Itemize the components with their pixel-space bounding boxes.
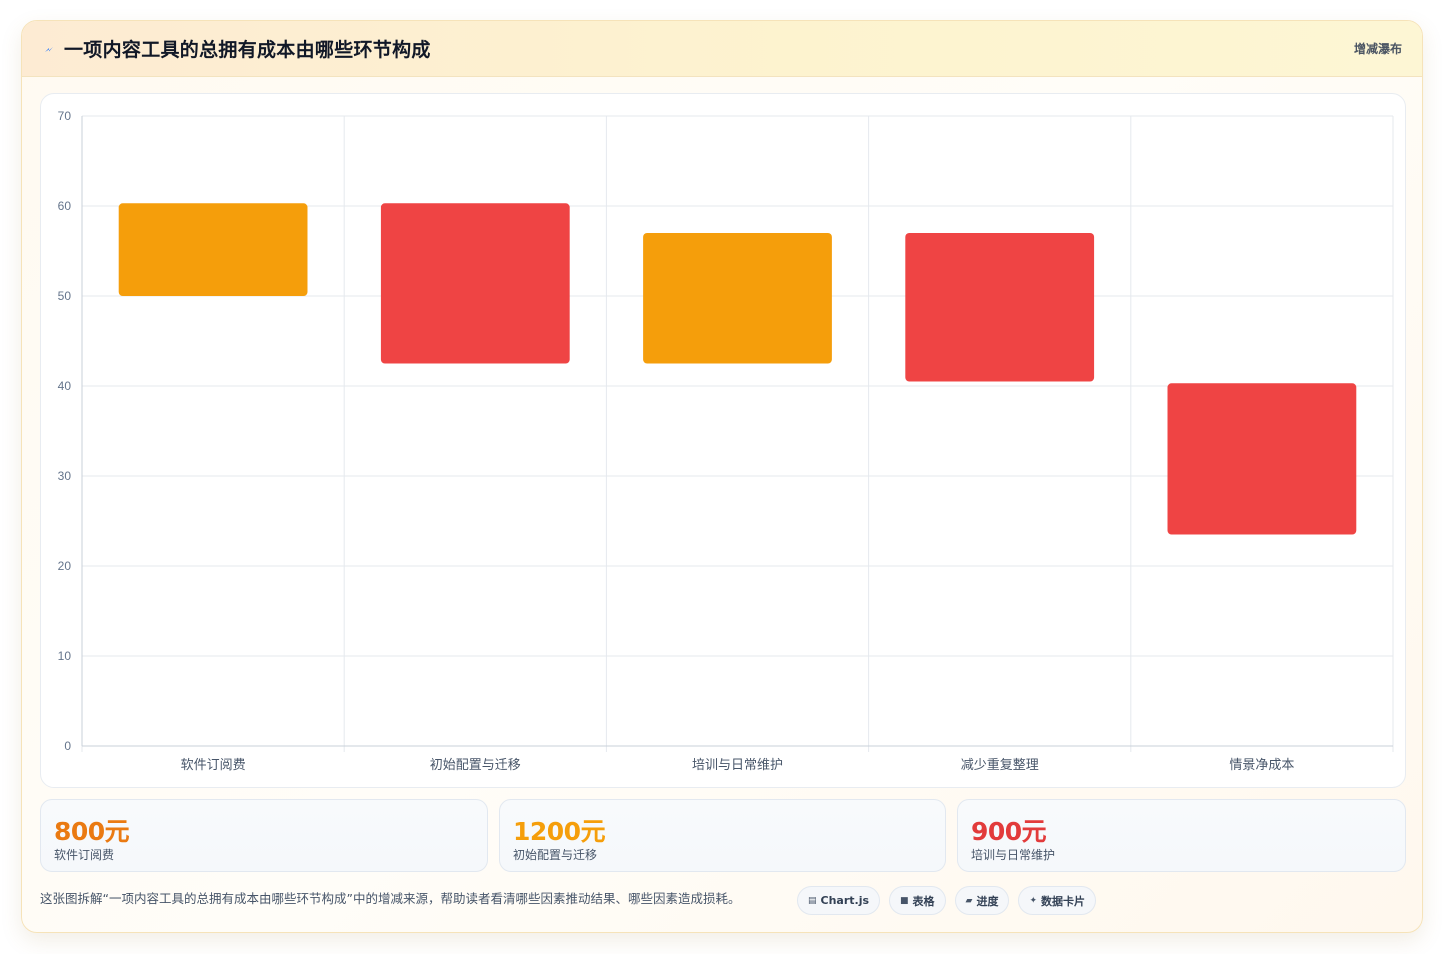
stat-label: 培训与日常维护 (971, 848, 1056, 862)
chart-description: 这张图拆解“一项内容工具的总拥有成本由哪些环节构成”中的增减来源，帮助读者看清哪… (40, 891, 741, 906)
stat-label: 软件订阅费 (54, 848, 115, 862)
y-tick-label: 20 (58, 559, 72, 573)
table-icon: ■ (900, 895, 909, 906)
chip-chartjs[interactable]: ▤ Chart.js (797, 886, 881, 915)
x-tick-label: 培训与日常维护 (692, 757, 783, 772)
y-tick-label: 40 (58, 379, 72, 393)
chart-title: 一项内容工具的总拥有成本由哪些环节构成 (64, 39, 431, 61)
waterfall-bar (905, 233, 1095, 382)
chip-label: Chart.js (820, 894, 870, 907)
chart-type-label: 增减瀑布 (1353, 42, 1402, 56)
chip-progress[interactable]: ▰ 进度 (954, 886, 1010, 915)
progress-icon: ▰ (965, 895, 973, 906)
x-tick-label: 情景净成本 (1229, 757, 1294, 772)
chip-data-cards[interactable]: ✦ 数据卡片 (1018, 886, 1097, 915)
waterfall-chart: 0 10 20 30 40 50 60 70 软件订阅费 初始配置与迁移 培训与日常维护 减少重复整理… (58, 109, 1394, 772)
waterfall-bar (643, 233, 832, 364)
y-tick-label: 30 (58, 469, 72, 483)
lightning-icon (45, 47, 53, 52)
x-tick-label: 减少重复整理 (961, 757, 1039, 772)
y-tick-label: 50 (58, 289, 72, 303)
chip-label: 进度 (976, 894, 999, 908)
stat-value: 800元 (54, 817, 130, 846)
y-tick-label: 70 (58, 109, 72, 123)
chart-icon: ▤ (808, 895, 817, 906)
y-tick-label: 0 (64, 739, 71, 753)
stat-card-1: 800元 软件订阅费 (40, 799, 488, 872)
feature-chips: ▤ Chart.js ■ 表格 ▰ 进度 ✦ 数据卡片 (797, 886, 1097, 915)
stat-value: 900元 (971, 817, 1047, 846)
chip-label: 表格 (912, 894, 935, 908)
card-header: 一项内容工具的总拥有成本由哪些环节构成 增减瀑布 (22, 21, 1422, 77)
waterfall-bar (380, 203, 570, 364)
x-tick-label: 初始配置与迁移 (430, 757, 521, 772)
y-tick-label: 10 (58, 649, 72, 663)
chip-label: 数据卡片 (1041, 894, 1086, 908)
y-tick-label: 60 (58, 199, 72, 213)
chart-card: 一项内容工具的总拥有成本由哪些环节构成 增减瀑布 0 10 20 30 40 50 60 70… (21, 20, 1423, 933)
chart-panel: 0 10 20 30 40 50 60 70 软件订阅费 初始配置与迁移 培训与日常维护 减少重复整理… (40, 93, 1406, 788)
stat-value: 1200元 (513, 817, 606, 846)
sparkle-icon: ✦ (1029, 895, 1038, 906)
stat-card-2: 1200元 初始配置与迁移 (499, 799, 946, 872)
stat-card-3: 900元 培训与日常维护 (957, 799, 1406, 872)
stat-label: 初始配置与迁移 (513, 848, 598, 862)
chip-table[interactable]: ■ 表格 (889, 886, 946, 915)
waterfall-bar (118, 203, 308, 296)
waterfall-bar (1167, 383, 1357, 535)
x-tick-label: 软件订阅费 (181, 757, 246, 772)
